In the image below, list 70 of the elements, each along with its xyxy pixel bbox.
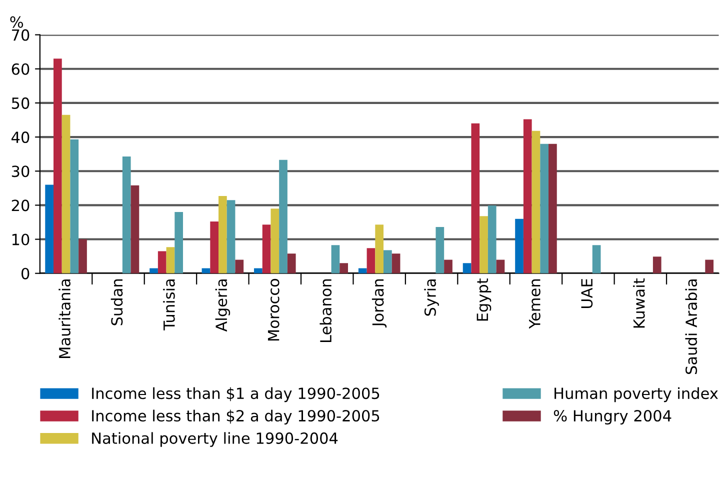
bar xyxy=(262,224,271,274)
legend-label: % Hungry 2004 xyxy=(554,410,672,425)
bar xyxy=(287,254,296,274)
bar xyxy=(358,268,367,274)
bar xyxy=(515,218,524,274)
bar xyxy=(340,263,348,274)
x-tick-label: Sudan xyxy=(110,279,123,326)
bar xyxy=(392,254,400,274)
bar xyxy=(166,247,175,274)
bar xyxy=(496,260,505,274)
bar xyxy=(592,245,601,274)
y-tick-label: 40 xyxy=(12,131,30,144)
bar xyxy=(705,260,714,274)
bar xyxy=(254,268,262,274)
bar xyxy=(210,222,219,274)
bar xyxy=(78,239,87,274)
bar xyxy=(444,260,452,274)
x-tick-label: Tunisia xyxy=(163,279,175,330)
bar xyxy=(270,208,280,274)
x-tick-label: Morocco xyxy=(268,278,280,341)
bar xyxy=(375,224,384,274)
y-tick-label: 70 xyxy=(12,29,30,41)
x-tick-label: UAE xyxy=(581,279,593,308)
x-tick-label: Yemen xyxy=(529,279,540,329)
bar xyxy=(523,119,532,274)
y-tick-label: 0 xyxy=(21,268,30,280)
bar xyxy=(45,184,54,274)
bar xyxy=(532,130,540,274)
bar xyxy=(158,251,166,274)
x-tick-label: Jordan xyxy=(372,279,387,328)
bar xyxy=(652,256,662,274)
bar xyxy=(202,268,210,274)
bar xyxy=(218,196,227,274)
x-tick-label: Egypt xyxy=(476,278,492,321)
legend-label: Income less than $2 a day 1990-2005 xyxy=(92,410,380,425)
y-tick-label: 50 xyxy=(12,97,30,109)
bar xyxy=(548,144,557,274)
bar xyxy=(488,206,496,274)
x-tick-label: Lebanon xyxy=(320,279,332,342)
bar xyxy=(130,185,140,274)
bar xyxy=(150,268,158,274)
x-tick-label: Saudi Arabia xyxy=(685,279,698,374)
bar xyxy=(436,227,444,274)
y-axis-title: % xyxy=(10,16,24,28)
legend-label: Human poverty index xyxy=(554,387,718,402)
bar xyxy=(122,156,131,274)
bar xyxy=(174,212,183,274)
bar xyxy=(70,139,79,274)
legend-label: Income less than $1 a day 1990-2005 xyxy=(92,387,380,402)
x-tick-label: Mauritania xyxy=(58,279,70,358)
bar xyxy=(331,245,340,274)
bar xyxy=(366,248,376,274)
y-tick-label: 60 xyxy=(12,63,30,75)
bar xyxy=(471,123,480,274)
bar xyxy=(480,216,488,274)
bar xyxy=(226,200,236,274)
bar xyxy=(235,260,244,274)
x-tick-label: Syria xyxy=(424,279,439,316)
legend-label: National poverty line 1990-2004 xyxy=(92,432,338,447)
y-tick-label: 20 xyxy=(12,200,30,212)
bar xyxy=(462,263,472,274)
y-tick-label: 10 xyxy=(12,234,30,246)
bar xyxy=(540,144,549,274)
bar xyxy=(54,58,62,274)
bar xyxy=(384,250,392,274)
bar xyxy=(62,114,70,274)
x-tick-label: Algeria xyxy=(215,279,230,332)
x-tick-label: Kuwait xyxy=(633,278,645,328)
bar xyxy=(279,160,288,274)
y-tick-label: 30 xyxy=(12,166,30,178)
